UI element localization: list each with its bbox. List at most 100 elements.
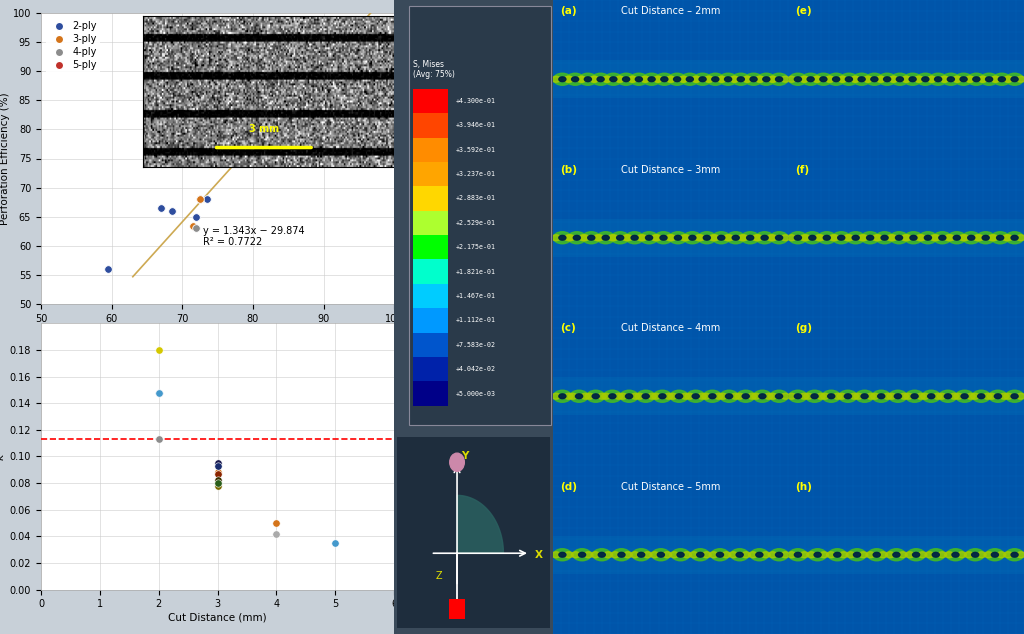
- Circle shape: [949, 393, 958, 399]
- Circle shape: [839, 76, 847, 82]
- Circle shape: [668, 73, 686, 86]
- Circle shape: [756, 76, 764, 82]
- Circle shape: [838, 76, 847, 82]
- X-axis label: Measured Cut Fraction (%): Measured Cut Fraction (%): [148, 327, 287, 337]
- Circle shape: [693, 73, 712, 86]
- Circle shape: [983, 393, 992, 399]
- Circle shape: [813, 76, 821, 82]
- Circle shape: [916, 73, 934, 86]
- Circle shape: [775, 235, 782, 240]
- Circle shape: [654, 231, 673, 244]
- Circle shape: [987, 235, 996, 241]
- Circle shape: [1001, 235, 1011, 241]
- Circle shape: [713, 231, 730, 244]
- Circle shape: [610, 77, 616, 82]
- Circle shape: [1017, 393, 1024, 399]
- Circle shape: [647, 393, 656, 399]
- Circle shape: [858, 77, 865, 82]
- Circle shape: [952, 552, 959, 557]
- Circle shape: [552, 393, 560, 399]
- Circle shape: [820, 393, 829, 399]
- Circle shape: [932, 235, 941, 241]
- Circle shape: [615, 76, 625, 82]
- Circle shape: [699, 77, 707, 82]
- Circle shape: [1011, 552, 1018, 557]
- Circle shape: [891, 73, 909, 86]
- Point: [210, 478, 226, 488]
- Circle shape: [663, 552, 672, 558]
- Circle shape: [848, 549, 866, 560]
- Circle shape: [918, 235, 926, 241]
- Circle shape: [632, 549, 650, 560]
- Circle shape: [751, 549, 768, 560]
- Circle shape: [918, 552, 927, 558]
- Circle shape: [658, 394, 666, 399]
- Circle shape: [685, 393, 694, 399]
- Circle shape: [674, 77, 681, 82]
- Circle shape: [568, 393, 578, 399]
- Circle shape: [702, 552, 711, 558]
- Circle shape: [681, 393, 690, 399]
- Circle shape: [659, 235, 667, 240]
- Circle shape: [989, 390, 1007, 403]
- Circle shape: [904, 231, 923, 244]
- Circle shape: [1017, 235, 1024, 241]
- Circle shape: [736, 552, 743, 557]
- Circle shape: [818, 231, 836, 244]
- Circle shape: [795, 552, 802, 557]
- Circle shape: [898, 552, 907, 558]
- Bar: [414, 284, 449, 308]
- Circle shape: [946, 235, 955, 241]
- 2-ply: [188, 212, 205, 222]
- Circle shape: [809, 549, 826, 560]
- Circle shape: [770, 549, 788, 560]
- Circle shape: [597, 231, 614, 244]
- Circle shape: [694, 235, 703, 241]
- Circle shape: [942, 73, 959, 86]
- Circle shape: [603, 552, 612, 558]
- Circle shape: [709, 235, 718, 241]
- Circle shape: [759, 394, 766, 399]
- Circle shape: [642, 394, 649, 399]
- Circle shape: [814, 73, 833, 86]
- Circle shape: [878, 394, 885, 399]
- 2-ply: [191, 194, 208, 204]
- Circle shape: [1011, 235, 1018, 240]
- Circle shape: [800, 393, 809, 399]
- Circle shape: [709, 394, 716, 399]
- Circle shape: [980, 73, 998, 86]
- Circle shape: [894, 394, 901, 399]
- Circle shape: [667, 76, 675, 82]
- Point: [151, 345, 167, 355]
- Circle shape: [859, 552, 867, 558]
- Circle shape: [865, 73, 884, 86]
- Circle shape: [921, 393, 930, 399]
- Circle shape: [705, 76, 714, 82]
- Circle shape: [828, 235, 838, 241]
- Circle shape: [735, 393, 743, 399]
- Circle shape: [925, 552, 934, 558]
- Circle shape: [954, 73, 973, 86]
- Circle shape: [788, 549, 807, 560]
- Circle shape: [827, 73, 845, 86]
- Circle shape: [718, 393, 727, 399]
- Circle shape: [930, 235, 939, 241]
- Circle shape: [768, 76, 777, 82]
- Text: S, Mises
(Avg: 75%): S, Mises (Avg: 75%): [414, 60, 455, 79]
- Circle shape: [652, 235, 662, 241]
- Text: +2.529e-01: +2.529e-01: [456, 220, 497, 226]
- Circle shape: [904, 393, 912, 399]
- Circle shape: [669, 393, 677, 399]
- Circle shape: [916, 393, 926, 399]
- Circle shape: [756, 76, 765, 82]
- Circle shape: [609, 235, 618, 241]
- Circle shape: [705, 76, 714, 82]
- Circle shape: [863, 76, 872, 82]
- 3-ply: [210, 159, 226, 169]
- Circle shape: [863, 76, 872, 82]
- Circle shape: [937, 393, 946, 399]
- Circle shape: [953, 235, 961, 240]
- Circle shape: [914, 76, 924, 82]
- Point: [210, 481, 226, 491]
- Circle shape: [764, 393, 773, 399]
